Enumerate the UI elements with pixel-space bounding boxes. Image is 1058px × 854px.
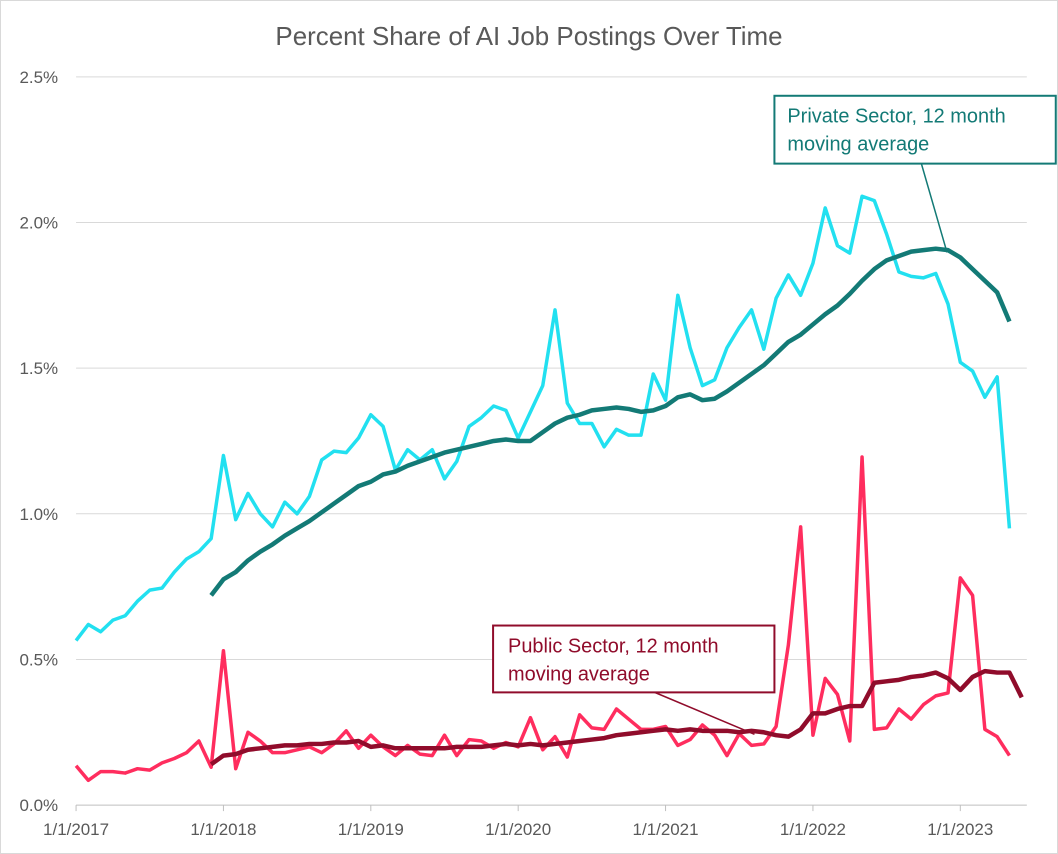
y-tick-label: 2.5% bbox=[19, 68, 58, 87]
private-ma-callout-line1: Private Sector, 12 month bbox=[787, 106, 1005, 128]
private-ma-callout-box bbox=[773, 94, 1057, 165]
y-tick-label: 0.0% bbox=[19, 796, 58, 815]
y-tick-label: 1.5% bbox=[19, 359, 58, 378]
y-tick-label: 0.5% bbox=[19, 650, 58, 669]
public-ma-callout-leader bbox=[654, 691, 755, 735]
y-tick-label: 2.0% bbox=[19, 213, 58, 232]
x-tick-label: 1/1/2021 bbox=[633, 820, 699, 839]
public-ma-callout-line1: Public Sector, 12 month bbox=[508, 635, 719, 657]
private-sector-ma-line bbox=[209, 246, 1012, 597]
x-tick-label: 1/1/2020 bbox=[485, 820, 551, 839]
private-ma-callout-leader bbox=[920, 162, 948, 253]
x-tick-label: 1/1/2022 bbox=[780, 820, 846, 839]
public-sector-ma-line bbox=[209, 668, 1024, 767]
x-tick-label: 1/1/2017 bbox=[43, 820, 109, 839]
public-sector-line bbox=[74, 455, 1011, 783]
x-tick-label: 1/1/2023 bbox=[927, 820, 993, 839]
x-tick-label: 1/1/2018 bbox=[190, 820, 256, 839]
public-ma-callout-box bbox=[492, 624, 776, 694]
chart-title: Percent Share of AI Job Postings Over Ti… bbox=[275, 23, 782, 51]
x-axis-tick-labels: 1/1/2017 1/1/2018 1/1/2019 1/1/2020 1/1/2021… bbox=[43, 805, 993, 839]
y-tick-label: 1.0% bbox=[19, 505, 58, 524]
private-ma-callout-line2: moving average bbox=[787, 134, 929, 156]
y-axis-tick-labels: 0.0% 0.5% 1.0% 1.5% 2.0% 2.5% bbox=[19, 68, 58, 815]
series-layer bbox=[74, 194, 1024, 783]
private-sector-line bbox=[74, 194, 1012, 642]
public-ma-callout-line2: moving average bbox=[508, 663, 650, 685]
x-tick-label: 1/1/2019 bbox=[338, 820, 404, 839]
